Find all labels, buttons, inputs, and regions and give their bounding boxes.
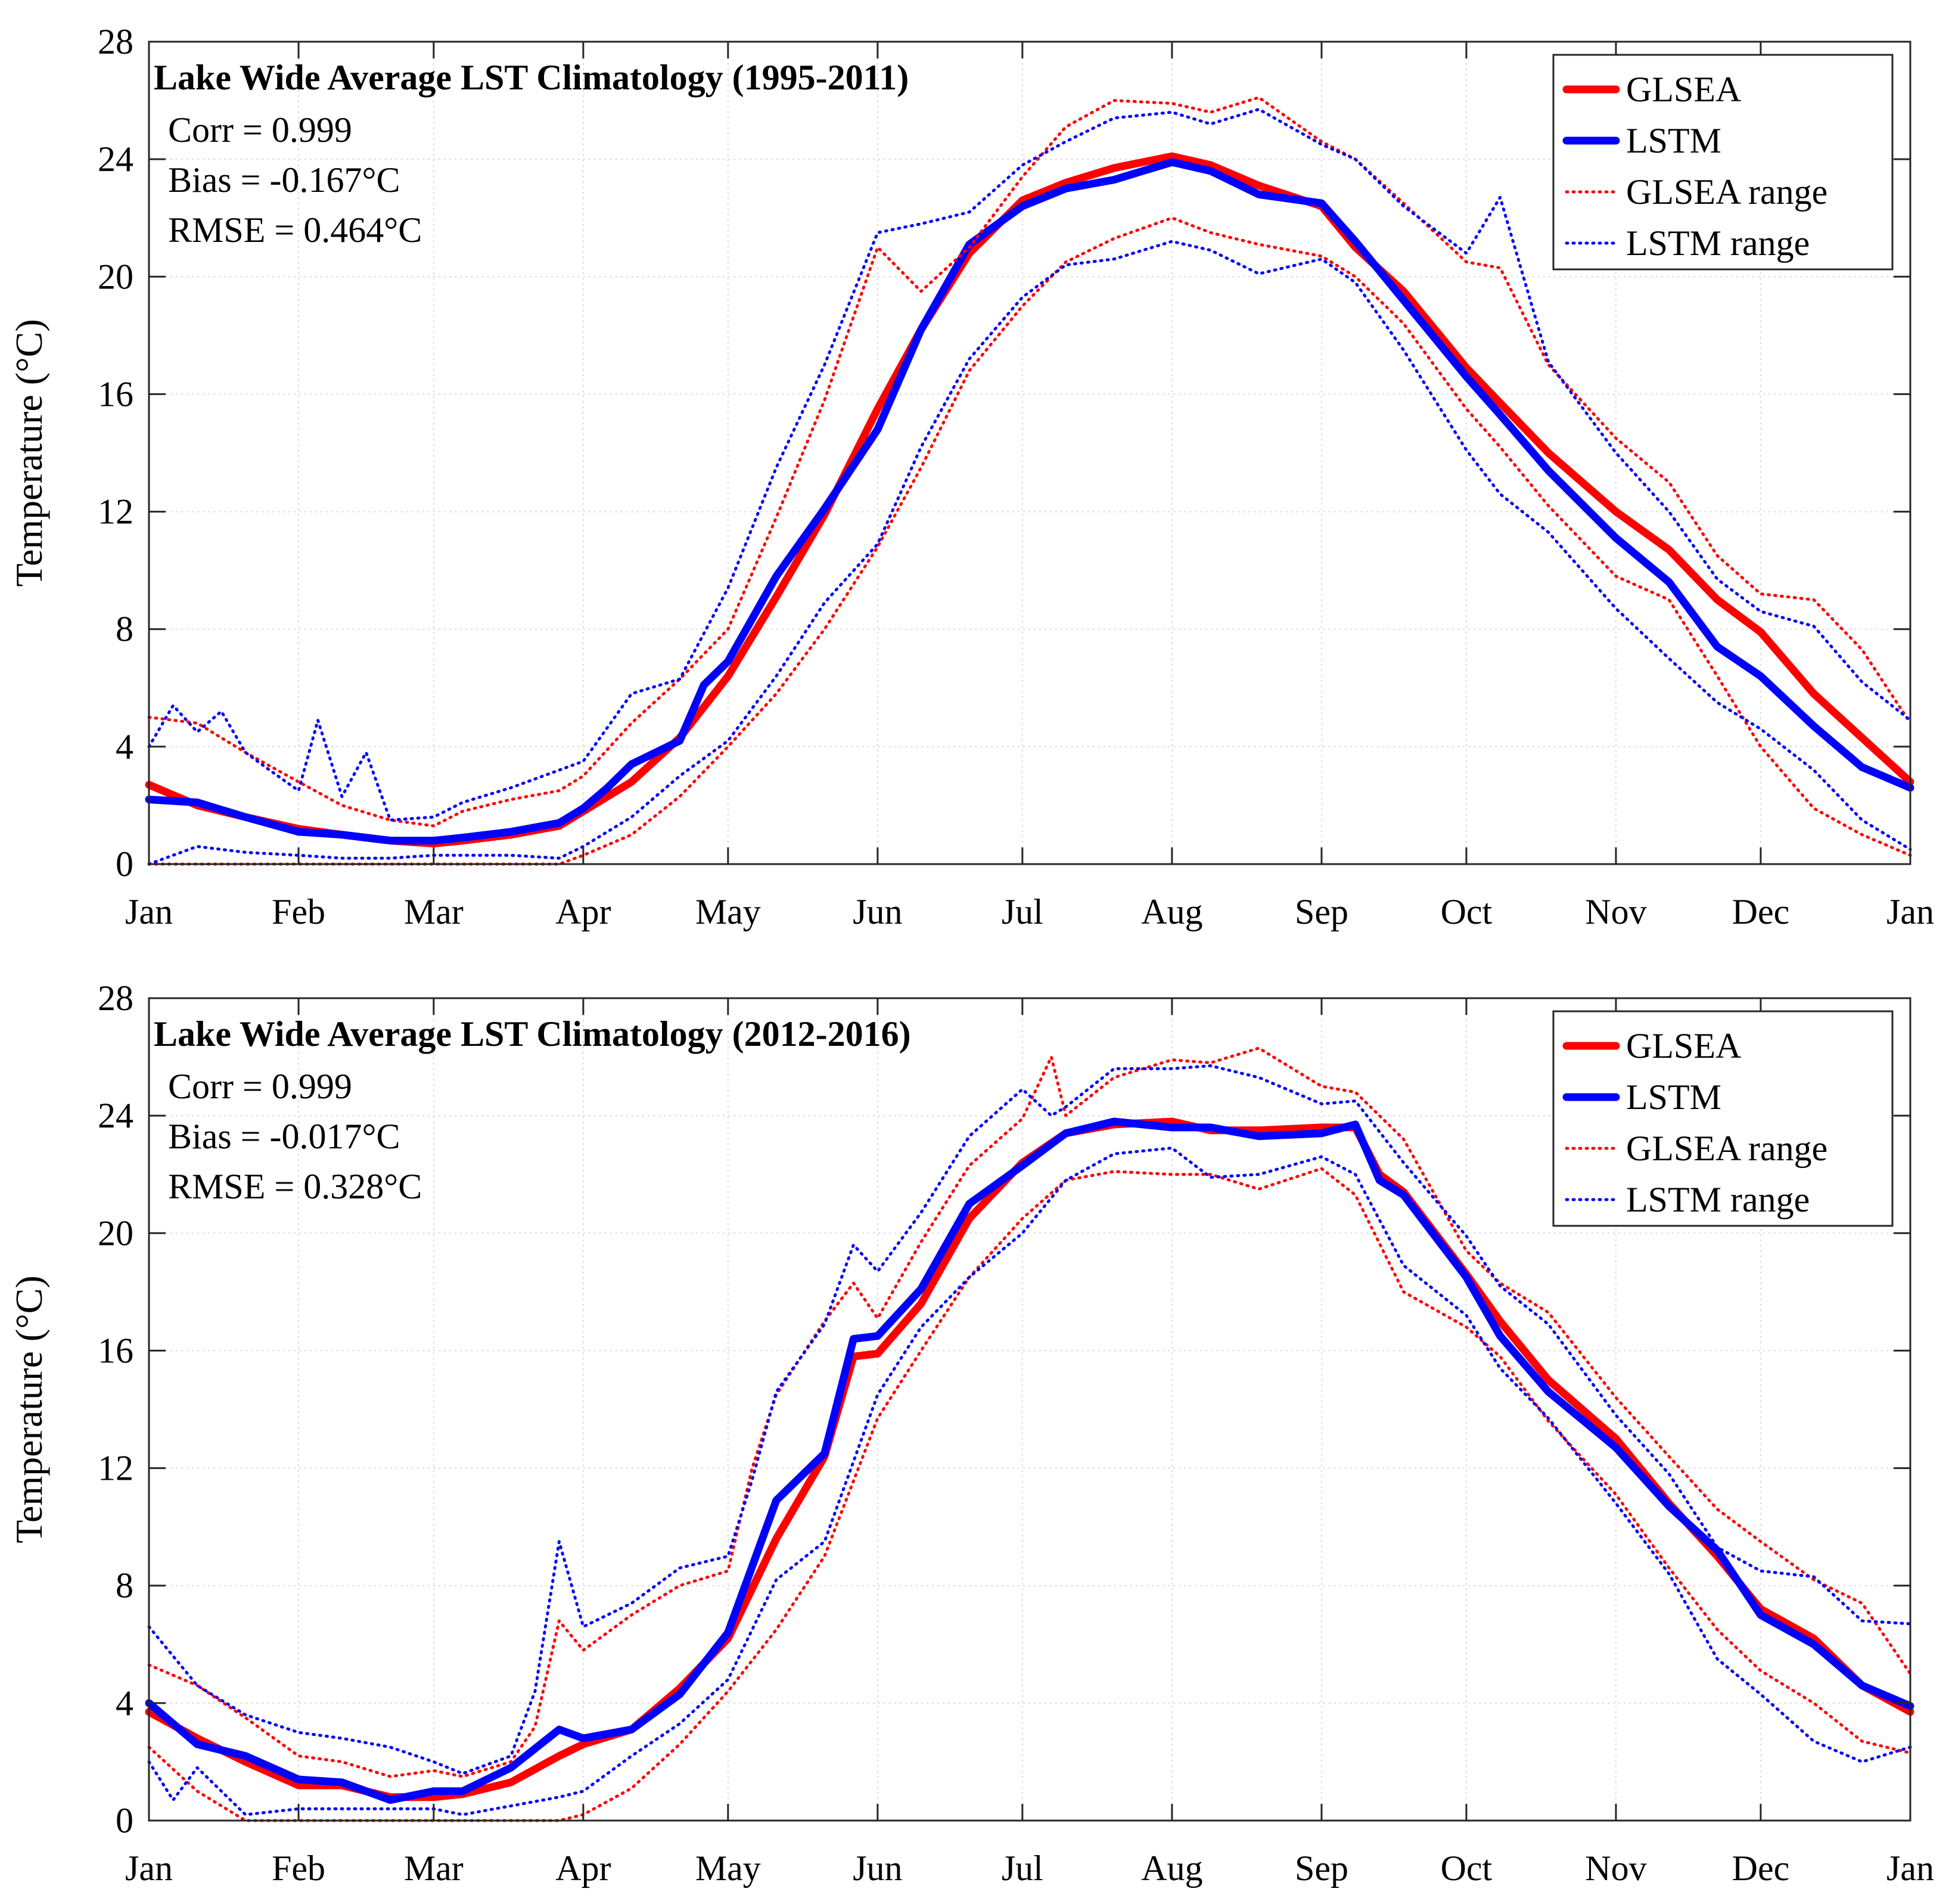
lstm-range-low-line <box>147 240 1912 866</box>
legend-entry: LSTM <box>1626 1077 1721 1117</box>
stat-line: Bias = -0.167°C <box>168 160 400 200</box>
stat-line: Bias = -0.017°C <box>168 1117 400 1156</box>
x-tick-label: May <box>695 1849 761 1888</box>
y-tick-label: 8 <box>116 1566 133 1605</box>
stat-line: RMSE = 0.328°C <box>168 1167 422 1206</box>
legend-entry: GLSEA <box>1626 1026 1741 1066</box>
y-axis-label: Temperature (°C) <box>8 319 50 586</box>
x-tick-label: Jan <box>125 1849 173 1888</box>
x-tick-label: Nov <box>1585 892 1646 931</box>
x-tick-label: Mar <box>404 1849 464 1888</box>
x-tick-label: Aug <box>1141 1849 1202 1888</box>
axes-frame <box>148 997 1911 1822</box>
stat-line: Corr = 0.999 <box>168 110 352 150</box>
y-axis-label: Temperature (°C) <box>8 1275 50 1543</box>
y-tick-label: 0 <box>116 844 133 884</box>
y-tick-label: 16 <box>98 1331 133 1370</box>
x-tick-label: Aug <box>1141 892 1202 931</box>
x-tick-label: Jul <box>1002 1849 1043 1888</box>
y-tick-label: 4 <box>116 727 133 766</box>
x-tick-label: Feb <box>272 892 325 931</box>
y-tick-label: 28 <box>98 22 133 61</box>
glsea-range-line <box>147 96 1912 828</box>
lstm-line <box>145 158 1914 845</box>
lstm-range-low-line <box>147 1146 1912 1816</box>
chart-title: Lake Wide Average LST Climatology (1995-… <box>154 58 909 97</box>
y-tick-label: 20 <box>98 257 133 296</box>
y-tick-label: 20 <box>98 1213 133 1253</box>
legend-entry: GLSEA range <box>1626 1129 1827 1168</box>
x-tick-label: Jan <box>1886 1849 1934 1888</box>
x-tick-label: Oct <box>1441 1849 1493 1888</box>
legend-entry: GLSEA <box>1626 70 1741 109</box>
x-tick-label: Sep <box>1295 1849 1348 1888</box>
y-tick-label: 28 <box>98 979 133 1018</box>
glsea-line <box>145 1117 1914 1801</box>
x-tick-label: Feb <box>272 1849 325 1888</box>
y-tick-label: 12 <box>98 492 133 532</box>
legend: GLSEA LSTM GLSEA range LSTM range <box>1552 1010 1894 1227</box>
x-tick-label: Jan <box>125 892 173 931</box>
x-tick-label: Nov <box>1585 1849 1646 1888</box>
x-tick-label: Dec <box>1732 1849 1790 1888</box>
x-tick-label: Mar <box>404 892 464 931</box>
chart-title: Lake Wide Average LST Climatology (2012-… <box>154 1014 911 1054</box>
glsea-range-low-line <box>147 1167 1912 1822</box>
x-tick-label: Apr <box>555 892 611 931</box>
x-tick-label: Oct <box>1441 892 1493 931</box>
legend-entry: LSTM <box>1626 121 1721 160</box>
x-tick-label: Apr <box>555 1849 611 1888</box>
x-tick-label: May <box>695 892 761 931</box>
legend-entry: LSTM range <box>1626 1180 1810 1219</box>
legend-entry: LSTM range <box>1626 223 1810 263</box>
x-tick-label: Jul <box>1002 892 1043 931</box>
legend: GLSEA LSTM GLSEA range LSTM range <box>1552 54 1894 271</box>
axes-frame <box>148 41 1911 865</box>
y-tick-label: 24 <box>98 139 133 179</box>
lstm-range-line <box>147 1064 1912 1775</box>
y-tick-label: 12 <box>98 1449 133 1488</box>
glsea-range-line <box>147 1046 1912 1778</box>
chart-top-1995-2011: 0 4 8 12 16 20 24 28 Jan Feb Mar Apr May Jun Jul Aug Sep… <box>8 22 1934 931</box>
y-tick-label: 8 <box>116 610 133 649</box>
y-tick-label: 0 <box>116 1801 133 1840</box>
lstm-line <box>145 1117 1914 1804</box>
glsea-range-low-line <box>147 216 1912 866</box>
stat-line: RMSE = 0.464°C <box>168 210 422 250</box>
lstm-range-line <box>147 107 1912 822</box>
x-tick-label: Jan <box>1886 892 1934 931</box>
x-tick-label: Jun <box>853 892 902 931</box>
y-tick-label: 16 <box>98 374 133 414</box>
x-tick-label: Dec <box>1732 892 1790 931</box>
stat-line: Corr = 0.999 <box>168 1067 352 1106</box>
x-tick-label: Jun <box>853 1849 902 1888</box>
x-tick-label: Sep <box>1295 892 1348 931</box>
legend-entry: GLSEA range <box>1626 172 1827 212</box>
chart-bottom-2012-2016: 0 4 8 12 16 20 24 28 Jan Feb Mar Apr May Jun Jul Aug Sep… <box>8 979 1934 1888</box>
y-tick-label: 4 <box>116 1684 133 1723</box>
y-tick-label: 24 <box>98 1096 133 1135</box>
